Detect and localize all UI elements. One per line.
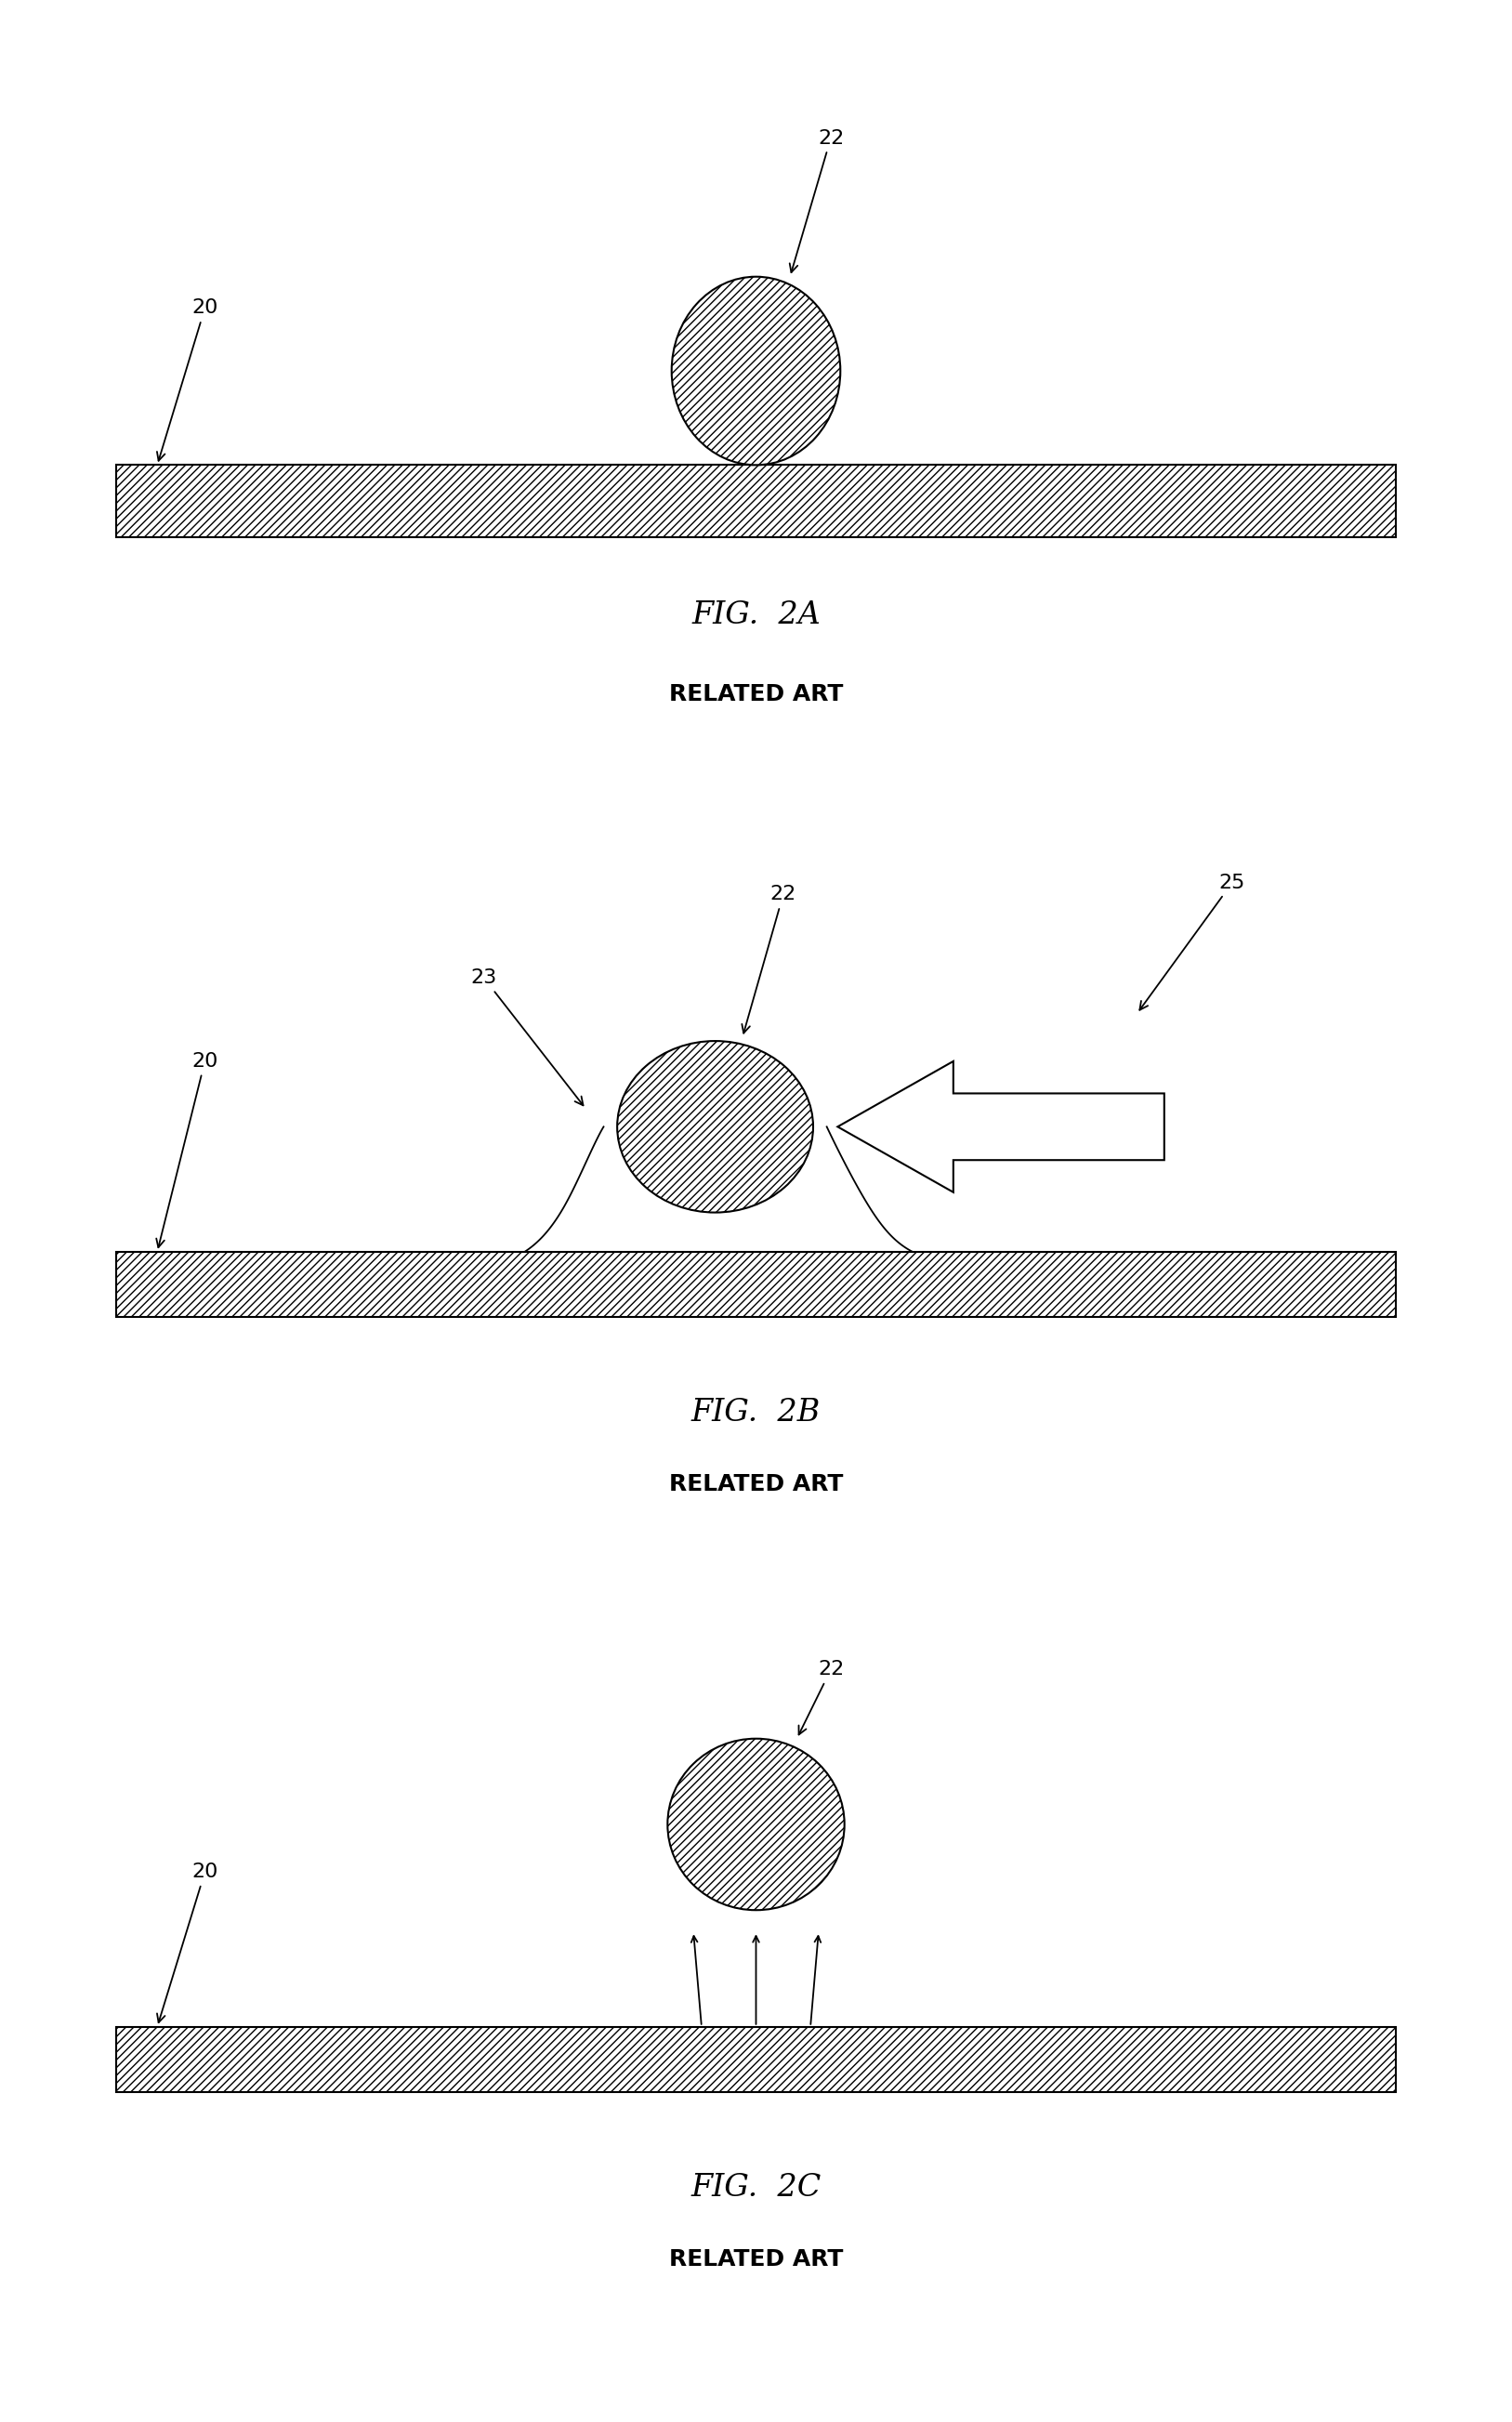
Text: 20: 20: [156, 1051, 218, 1247]
Text: 22: 22: [798, 1659, 844, 1734]
Text: RELATED ART: RELATED ART: [668, 2248, 844, 2269]
Text: 22: 22: [742, 884, 797, 1034]
Text: RELATED ART: RELATED ART: [668, 683, 844, 705]
Bar: [116, 2027, 1396, 2093]
Text: FIG.  2A: FIG. 2A: [691, 601, 821, 630]
Ellipse shape: [668, 1739, 845, 1911]
Bar: [116, 465, 1396, 538]
Text: 22: 22: [789, 128, 844, 271]
Text: 23: 23: [470, 969, 584, 1104]
Polygon shape: [838, 1061, 1164, 1192]
Text: FIG.  2C: FIG. 2C: [691, 2173, 821, 2202]
Text: RELATED ART: RELATED ART: [668, 1473, 844, 1494]
Ellipse shape: [617, 1041, 813, 1213]
Text: FIG.  2B: FIG. 2B: [691, 1397, 821, 1427]
Text: 20: 20: [157, 1863, 218, 2022]
Bar: [116, 1252, 1396, 1318]
Text: 20: 20: [157, 298, 218, 460]
Text: 25: 25: [1140, 874, 1246, 1010]
Ellipse shape: [671, 276, 841, 465]
